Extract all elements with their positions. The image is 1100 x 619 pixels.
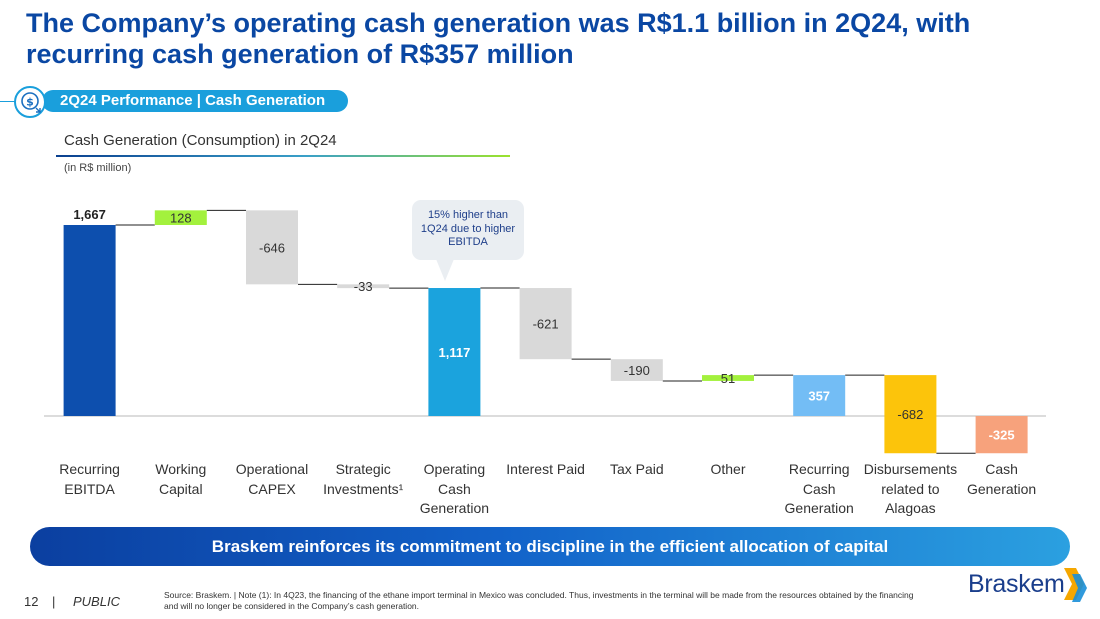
value-label-1: 1,667 — [73, 207, 106, 222]
value-label-5: 1,117 — [438, 345, 470, 360]
value-label-8: 51 — [721, 371, 735, 386]
source-note: Source: Braskem. | Note (1): In 4Q23, th… — [164, 590, 914, 611]
classification-label: PUBLIC — [73, 594, 120, 609]
svg-text:$: $ — [26, 96, 34, 109]
value-label-2: 128 — [170, 211, 192, 226]
bar-8 — [702, 375, 754, 381]
logo-wordmark: Braskem — [968, 570, 1065, 598]
category-label-11: Cash Generation — [966, 461, 1037, 497]
bar-1 — [63, 225, 116, 416]
category-label-4: Strategic Investments¹ — [323, 461, 404, 497]
value-label-7: -190 — [624, 363, 650, 378]
bar-2 — [154, 210, 207, 225]
category-label-5: Operating Cash Generation — [419, 461, 490, 516]
dollar-cycle-icon: $ — [14, 86, 46, 118]
braskem-logo: Braskem — [968, 566, 1087, 606]
category-label-10: Disbursements related to Alagoas — [863, 461, 958, 516]
category-label-8: Other — [710, 461, 746, 477]
value-label-3: -646 — [259, 240, 285, 255]
value-label-4: -33 — [354, 279, 373, 294]
bar-3 — [246, 210, 298, 285]
page-number: 12 — [24, 594, 39, 609]
value-label-6: -621 — [533, 317, 559, 332]
category-label-2: Working Capital — [155, 461, 207, 497]
footer-separator: | — [52, 594, 56, 609]
annotation-callout-pointer — [436, 259, 454, 281]
category-label-1: Recurring EBITDA — [59, 461, 120, 497]
value-label-10: -682 — [897, 407, 923, 422]
chart-title: Cash Generation (Consumption) in 2Q24 — [64, 132, 337, 149]
page-title: The Company’s operating cash generation … — [26, 8, 971, 69]
message-banner: Braskem reinforces its commitment to dis… — [30, 527, 1070, 566]
section-label: 2Q24 Performance | Cash Generation — [42, 90, 348, 112]
value-label-9: 357 — [808, 389, 830, 404]
bar-11 — [975, 416, 1028, 454]
waterfall-chart: 1,667 128 -646 -33 1,117 -621 -190 51 357 -682 -32… — [44, 207, 1046, 454]
bar-6 — [519, 288, 572, 360]
bar-4 — [337, 284, 390, 289]
category-label-9: Recurring Cash Generation — [784, 461, 854, 516]
category-label-3: Operational CAPEX — [235, 461, 309, 497]
bar-10 — [884, 375, 937, 454]
chart-title-underline — [56, 155, 510, 157]
unit-note: (in R$ million) — [64, 162, 132, 174]
bar-5 — [428, 288, 481, 416]
bar-9 — [793, 375, 846, 416]
bar-7 — [610, 359, 663, 381]
annotation-callout: 15% higher than 1Q24 due to higher EBITD… — [412, 200, 524, 260]
category-label-6: Interest Paid — [506, 461, 585, 477]
value-label-11: -325 — [989, 428, 1015, 443]
logo-chevron-icon — [1064, 568, 1087, 602]
category-label-7: Tax Paid — [609, 461, 664, 477]
